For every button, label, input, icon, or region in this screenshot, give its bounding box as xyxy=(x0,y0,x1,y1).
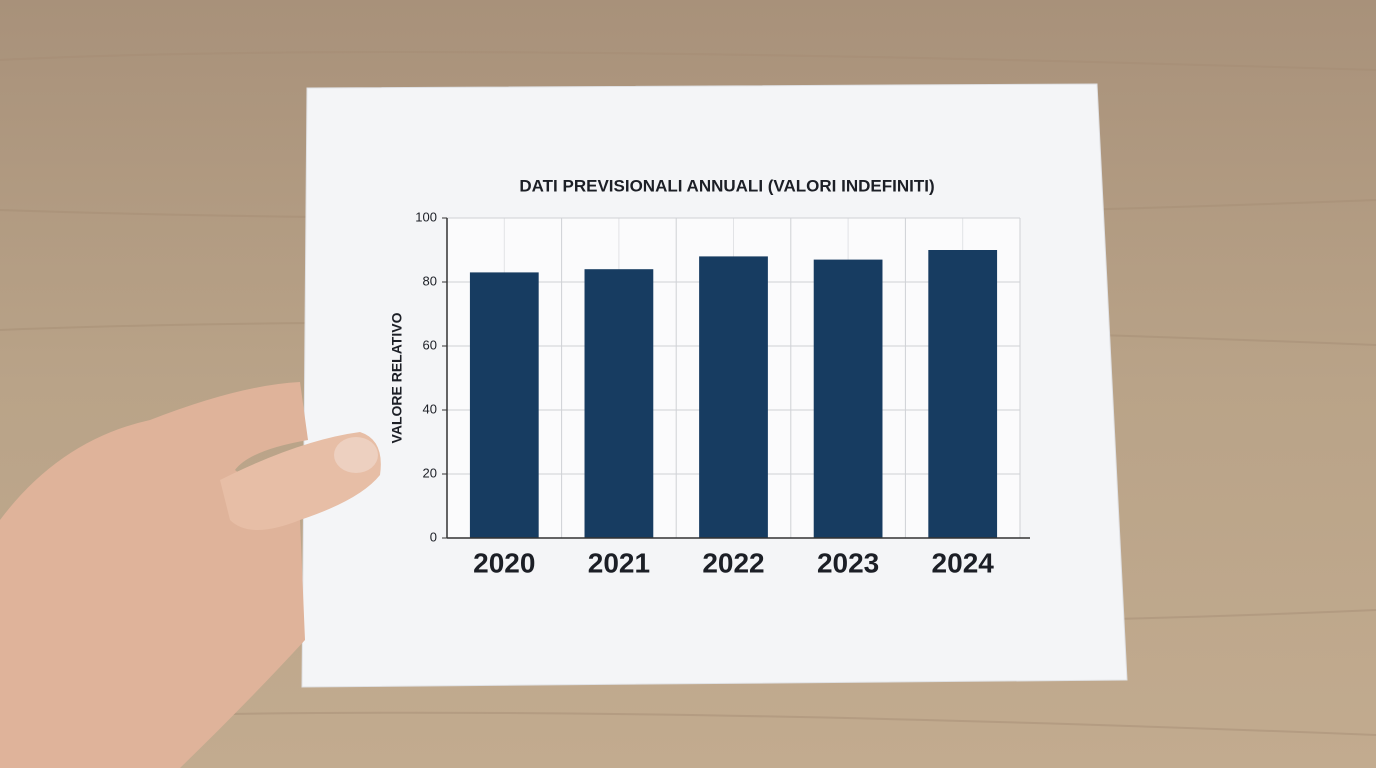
x-tick-label: 2020 xyxy=(473,547,535,578)
x-tick-label: 2021 xyxy=(588,547,650,578)
hand xyxy=(0,382,381,768)
bar xyxy=(469,272,539,538)
bar xyxy=(928,250,998,538)
bar xyxy=(584,269,654,538)
bar xyxy=(813,259,883,538)
y-tick-label: 40 xyxy=(423,401,437,416)
y-tick-label: 100 xyxy=(415,209,437,224)
x-tick-label: 2024 xyxy=(932,547,995,578)
x-tick-label: 2023 xyxy=(817,547,879,578)
y-tick-label: 80 xyxy=(423,273,437,288)
y-tick-label: 60 xyxy=(423,337,437,352)
y-tick-label: 20 xyxy=(423,465,437,480)
y-axis-label: VALORE RELATIVO xyxy=(389,312,405,443)
y-tick-label: 0 xyxy=(430,529,437,544)
x-tick-label: 2022 xyxy=(702,547,764,578)
bar xyxy=(699,256,768,538)
chart-title: DATI PREVISIONALI ANNUALI (VALORI INDEFI… xyxy=(519,176,934,195)
